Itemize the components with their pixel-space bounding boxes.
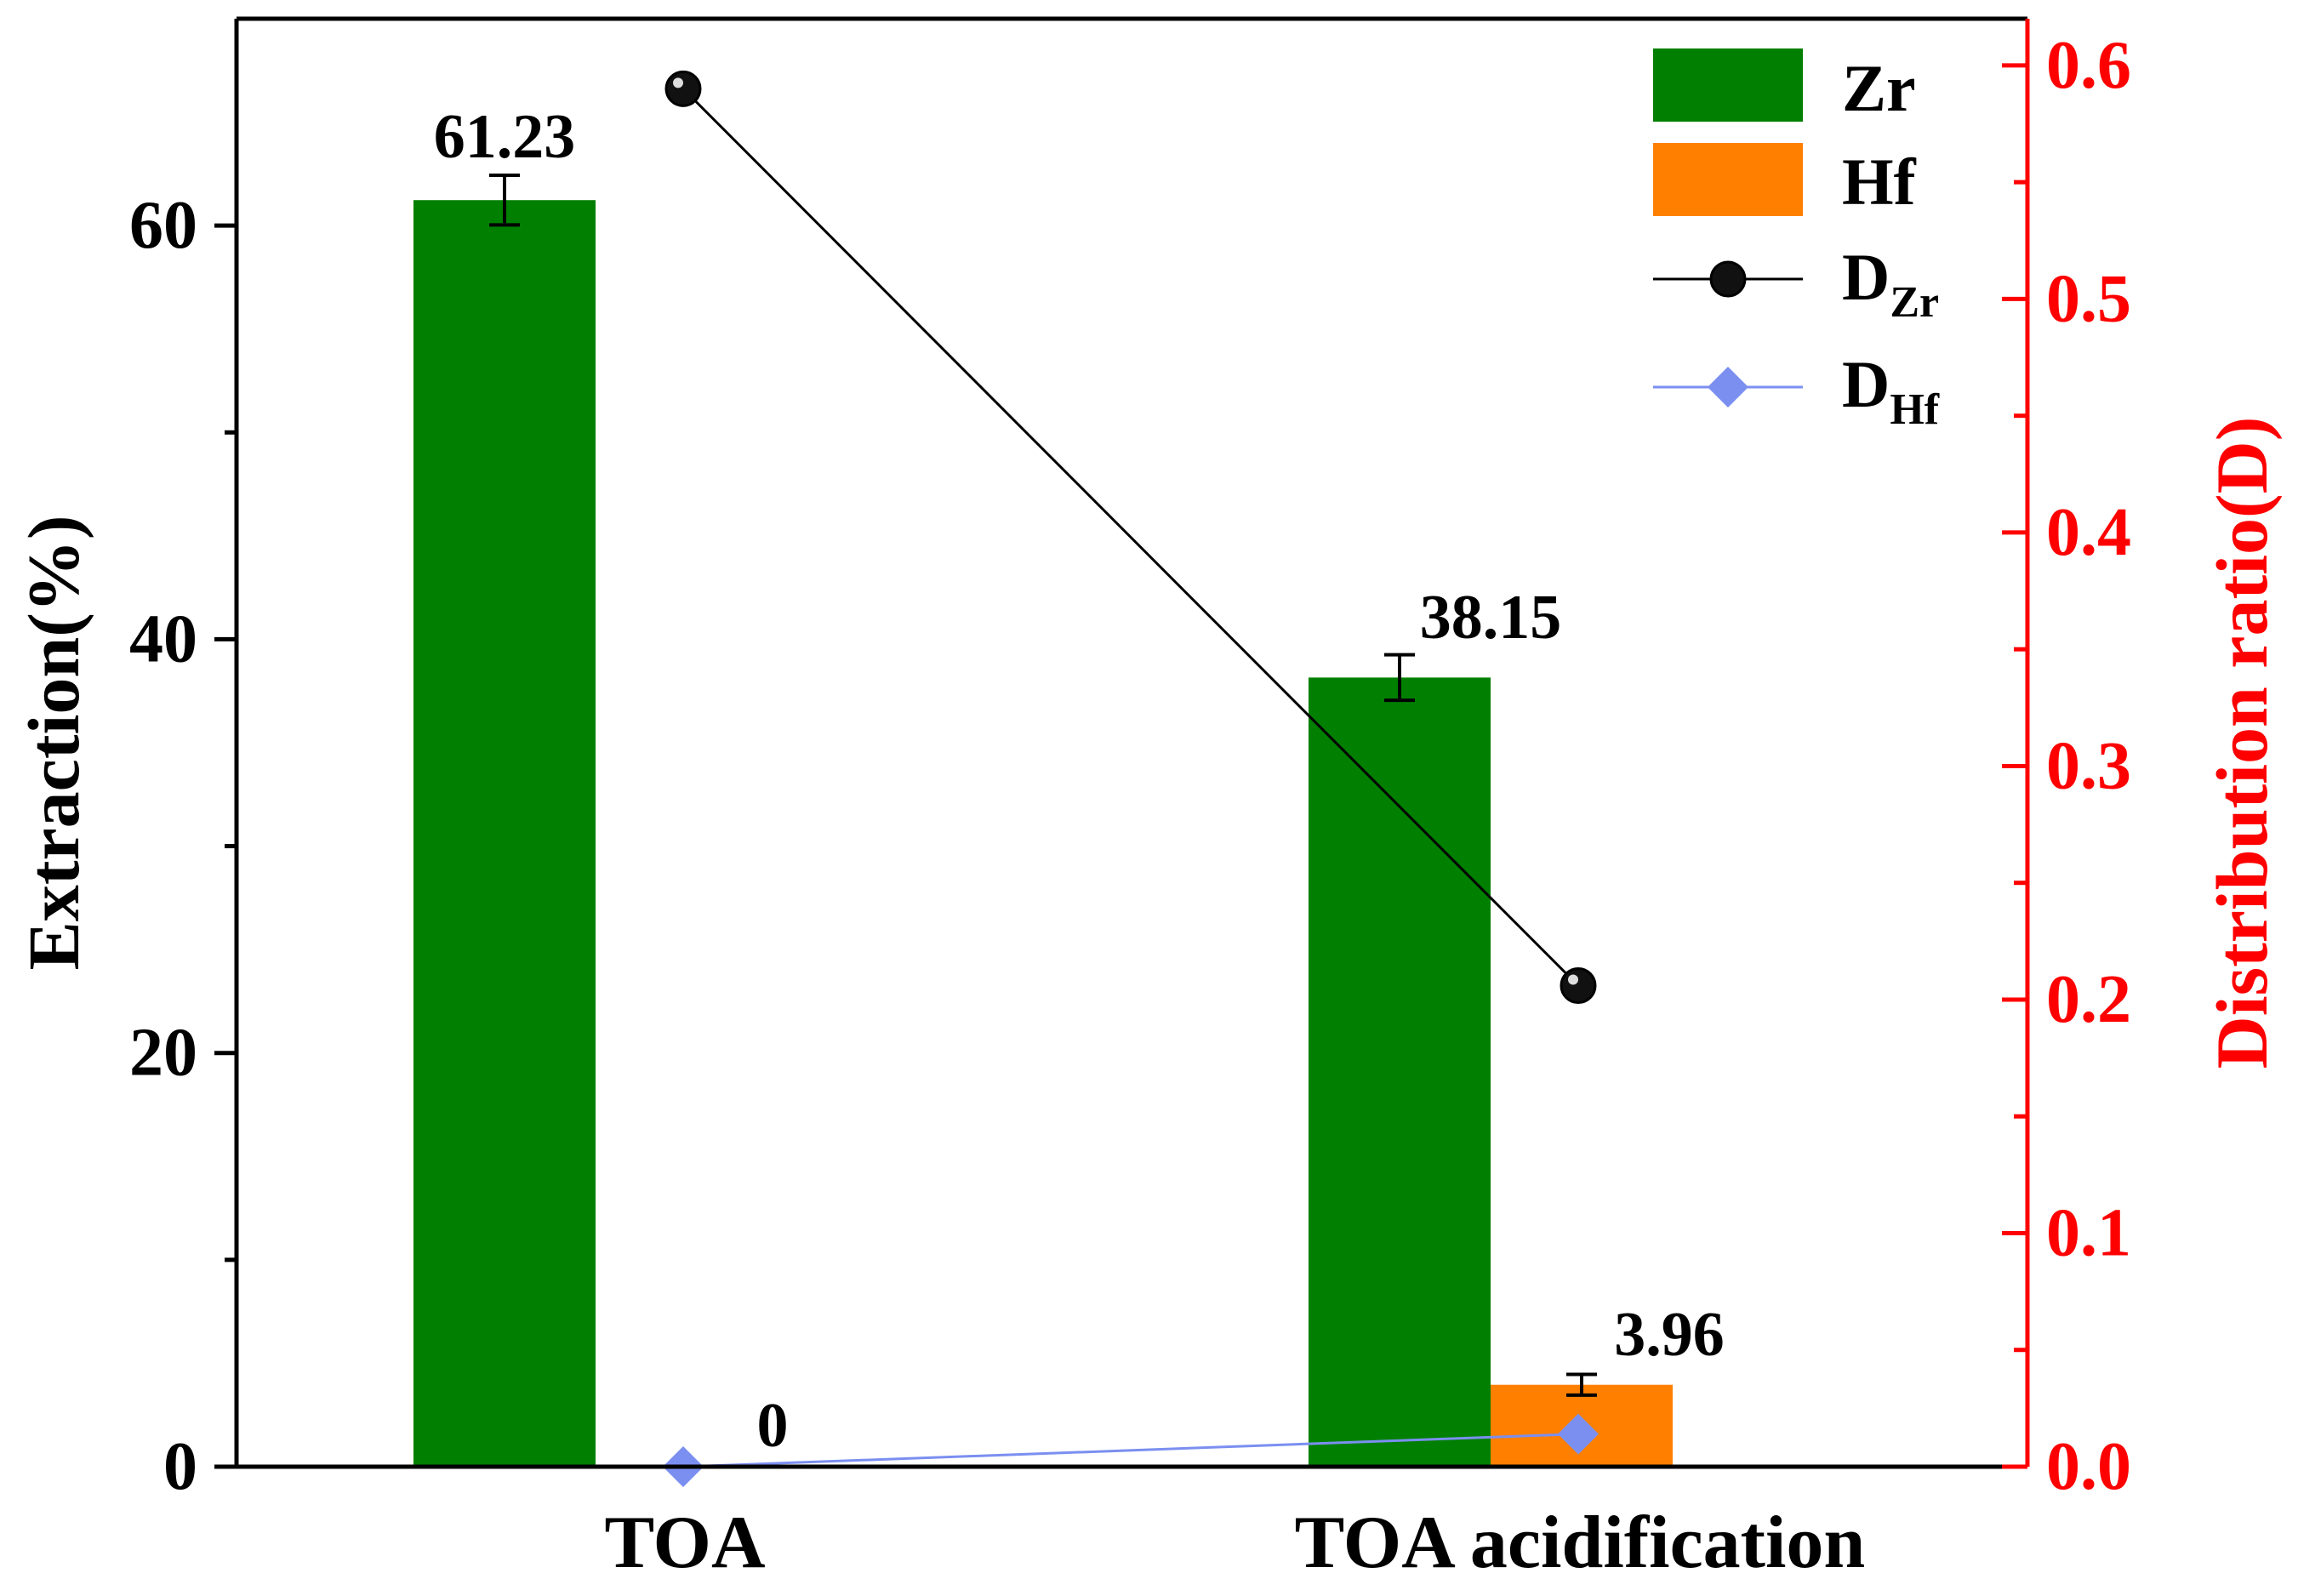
left-tick-label-0: 0 bbox=[163, 1429, 197, 1504]
line-d-hf bbox=[682, 1433, 1579, 1468]
error-bar-hf-1 bbox=[1566, 1372, 1597, 1397]
data-label-3: 0 bbox=[757, 1391, 789, 1461]
left-tick-label-1: 20 bbox=[129, 1016, 197, 1091]
error-bar-zr-0 bbox=[489, 174, 520, 227]
x-category-label-0: TOA bbox=[604, 1502, 765, 1584]
legend-label-hf: Hf bbox=[1842, 145, 1917, 219]
line-d-zr bbox=[681, 88, 1580, 987]
right-tick-label-6: 0.6 bbox=[2046, 28, 2131, 103]
left-tick-label-3: 60 bbox=[129, 188, 197, 263]
data-label-1: 38.15 bbox=[1420, 583, 1562, 653]
bar-zr-0 bbox=[413, 200, 596, 1467]
x-category-label-1: TOA acidification bbox=[1295, 1502, 1866, 1584]
right-tick-label-0: 0.0 bbox=[2046, 1429, 2131, 1504]
bars-layer: 61.23 38.15 3.96 0 bbox=[413, 102, 1725, 1467]
right-tick-label-1: 0.1 bbox=[2046, 1195, 2131, 1270]
legend-marker-dhf bbox=[1708, 367, 1748, 408]
right-tick-label-4: 0.4 bbox=[2046, 495, 2131, 570]
legend: Zr Hf DZr DHf bbox=[1653, 48, 1940, 434]
legend-marker-dzr bbox=[1709, 260, 1747, 298]
ticks-layer: 0 20 40 60 0.0 0.1 0.2 0.3 0.4 0.5 0.6 TOA TOA acidi… bbox=[129, 28, 2131, 1584]
legend-subscript-zr: Zr bbox=[1890, 278, 1939, 327]
legend-subscript-hf: Hf bbox=[1890, 385, 1939, 434]
point-d-hf-1 bbox=[1558, 1413, 1599, 1455]
right-tick-label-2: 0.2 bbox=[2046, 962, 2131, 1037]
error-bar-zr-1 bbox=[1384, 653, 1415, 703]
legend-label-dzr: DZr bbox=[1842, 240, 1939, 327]
left-tick-label-2: 40 bbox=[129, 601, 197, 676]
y-axis-label: Extraction(%) bbox=[13, 516, 94, 971]
point-d-zr-1 bbox=[1560, 966, 1597, 1004]
point-d-zr-0 bbox=[664, 70, 702, 107]
right-tick-label-5: 0.5 bbox=[2046, 261, 2131, 336]
y2-axis-label: Distribution ratio(D) bbox=[2201, 417, 2283, 1069]
point-highlight bbox=[673, 77, 683, 88]
labels-layer: Extraction(%) Distribution ratio(D) bbox=[13, 417, 2283, 1069]
lines-layer bbox=[663, 70, 1599, 1487]
legend-label-zr: Zr bbox=[1842, 51, 1916, 125]
legend-swatch-zr bbox=[1653, 48, 1803, 122]
point-highlight bbox=[1568, 974, 1578, 985]
data-label-2: 3.96 bbox=[1614, 1300, 1725, 1370]
legend-swatch-hf bbox=[1653, 143, 1803, 216]
data-label-0: 61.23 bbox=[434, 102, 576, 172]
legend-label-dhf: DHf bbox=[1842, 347, 1940, 434]
right-tick-label-3: 0.3 bbox=[2046, 728, 2131, 803]
axes-layer bbox=[234, 16, 2030, 1469]
bar-zr-1 bbox=[1309, 677, 1491, 1467]
